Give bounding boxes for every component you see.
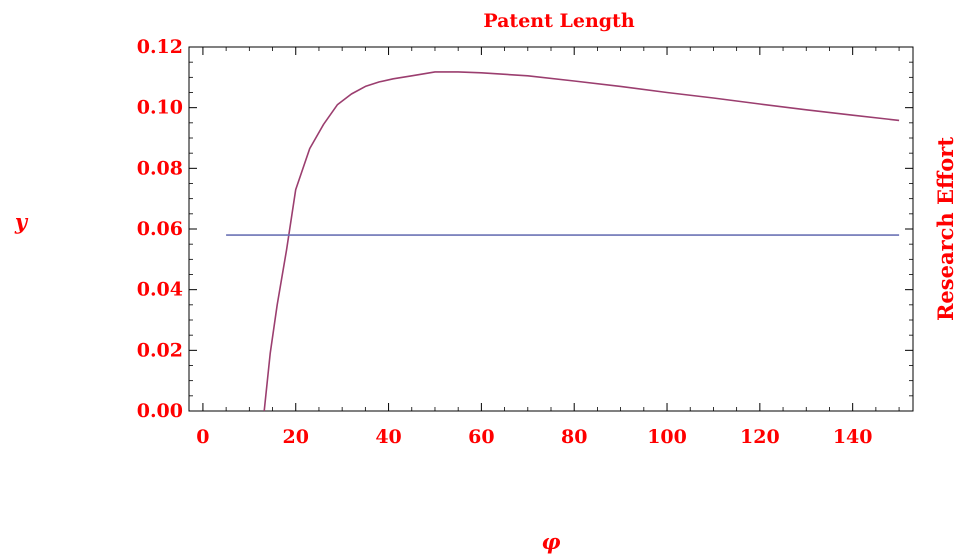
x-tick-label: 140 (833, 426, 873, 448)
minor-ticks (189, 47, 913, 411)
x-tick-label: 20 (283, 426, 309, 448)
y-tick-label: 0.08 (137, 157, 183, 179)
x-tick-label: 60 (468, 426, 494, 448)
plot-frame (188, 46, 914, 412)
x-tick-label: 100 (647, 426, 687, 448)
x-axis: 0 20 40 60 80 100 120 140 (196, 47, 873, 448)
x-tick-label: 80 (561, 426, 587, 448)
y-tick-label: 0.00 (137, 400, 183, 422)
y-tick-label: 0.12 (137, 36, 183, 58)
series-group (226, 71, 900, 412)
y-tick-label: 0.10 (137, 97, 183, 119)
x-tick-label: 0 (196, 426, 209, 448)
y-axis-right-label: Research Effort (933, 137, 958, 321)
y-tick-label: 0.06 (137, 218, 183, 240)
chart-title: Patent Length (483, 10, 634, 32)
x-axis-label: φ (541, 529, 560, 554)
y-axis-label: y (14, 209, 29, 234)
x-tick-label: 40 (375, 426, 401, 448)
x-tick-label: 120 (740, 426, 780, 448)
y-tick-label: 0.04 (137, 279, 183, 301)
y-axis: 0.00 0.02 0.04 0.06 0.08 0.10 0.12 (137, 36, 913, 422)
research-effort-curve (263, 71, 900, 412)
y-tick-label: 0.02 (137, 339, 183, 361)
